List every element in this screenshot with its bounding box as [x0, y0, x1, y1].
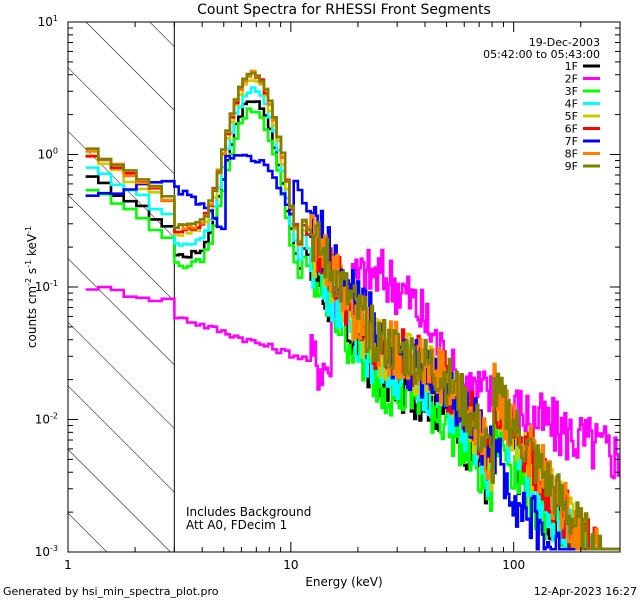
chart-title: Count Spectra for RHESSI Front Segments: [197, 2, 491, 18]
footer-timestamp: 12-Apr-2023 16:27: [534, 585, 637, 598]
series-line-7F: [85, 153, 620, 551]
y-tick-label: 10-3: [35, 544, 58, 559]
legend-label-3F: 3F: [565, 85, 578, 98]
y-tick-label: 10-2: [35, 412, 58, 427]
attenuator-note: Att A0, FDecim 1: [186, 518, 287, 532]
time-range-label: 05:42:00 to 05:43:00: [483, 48, 600, 61]
legend-label-6F: 6F: [565, 123, 578, 136]
legend-label-5F: 5F: [565, 110, 578, 123]
background-note: Includes Background: [186, 505, 311, 519]
x-axis-label: Energy (keV): [305, 575, 382, 589]
series-line-2F: [85, 248, 620, 480]
y-tick-label: 101: [38, 14, 58, 29]
legend-label-1F: 1F: [565, 60, 578, 73]
y-tick-label: 100: [38, 147, 58, 162]
x-tick-label: 10: [283, 558, 298, 572]
x-tick-label: 1: [64, 558, 72, 572]
legend-label-2F: 2F: [565, 73, 578, 86]
legend-label-4F: 4F: [565, 98, 578, 111]
legend-label-9F: 9F: [565, 160, 578, 173]
x-tick-label: 100: [502, 558, 525, 572]
footer-generator: Generated by hsi_min_spectra_plot.pro: [3, 585, 219, 598]
y-tick-label: 10-1: [35, 279, 58, 294]
y-axis-label: counts cm-2 s-1 keV-1: [24, 226, 39, 348]
series-line-9F: [85, 71, 620, 551]
excluded-energy-region: [68, 22, 175, 552]
date-label: 19-Dec-2003: [529, 36, 600, 49]
legend-label-7F: 7F: [565, 135, 578, 148]
legend-label-8F: 8F: [565, 148, 578, 161]
